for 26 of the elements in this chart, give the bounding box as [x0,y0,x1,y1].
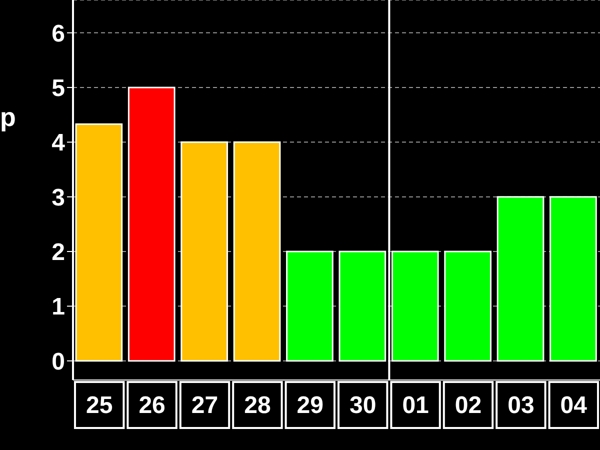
bar [128,86,176,362]
bar [550,196,597,362]
bar [233,141,281,362]
y-tick-label: 4 [52,130,66,157]
bar [180,141,228,362]
y-tick-label: 3 [52,184,65,212]
x-tick-label: 01 [402,392,429,419]
x-tick-label: 25 [86,392,113,419]
x-tick-label: 28 [244,392,271,419]
x-tick-label: 29 [296,392,324,419]
y-tick-label: 2 [52,239,65,266]
y-tick-label: 0 [52,348,65,376]
y-tick-label: 6 [52,20,65,48]
bar [338,250,386,362]
bar [496,196,544,362]
x-tick-label: 02 [454,392,482,419]
bar [286,250,334,362]
y-axis-title: p [0,102,16,133]
x-tick-label: 30 [350,392,376,419]
x-tick-label: 04 [560,392,588,419]
y-tick-label: 1 [52,294,65,321]
y-tick-label: 5 [52,75,65,102]
x-tick-label: 27 [191,392,218,419]
x-tick-label: 03 [508,392,534,419]
x-tick-label: 26 [138,392,166,419]
bar [444,250,492,362]
